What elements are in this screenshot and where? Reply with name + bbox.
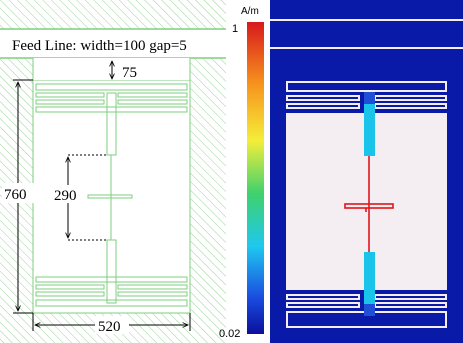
colorbar: A/m 1 0.02 — [219, 6, 264, 340]
colorbar-unit: A/m — [241, 6, 259, 17]
dim-width-label: 520 — [98, 319, 121, 335]
dim-top-gap-label: 75 — [122, 65, 137, 81]
current-density-map — [270, 0, 463, 343]
feed-line-label: Feed Line: width=100 gap=5 — [12, 38, 187, 54]
top-finger-group — [35, 83, 188, 113]
map-bottom-stub — [364, 252, 375, 316]
map-hot-line — [344, 156, 394, 252]
layout-drawing: Feed Line: width=100 gap=5 75 760 290 — [0, 0, 226, 343]
center-line — [87, 92, 133, 304]
dim-height-label: 760 — [4, 187, 27, 203]
bottom-finger-group — [35, 276, 188, 307]
dim-top-gap: 75 — [112, 61, 142, 81]
colorbar-min-label: 0.02 — [219, 328, 240, 340]
dim-center-label: 290 — [54, 188, 77, 204]
colorbar-max-label: 1 — [232, 23, 238, 35]
colorbar-gradient — [247, 22, 264, 334]
map-top-stub — [364, 92, 375, 156]
